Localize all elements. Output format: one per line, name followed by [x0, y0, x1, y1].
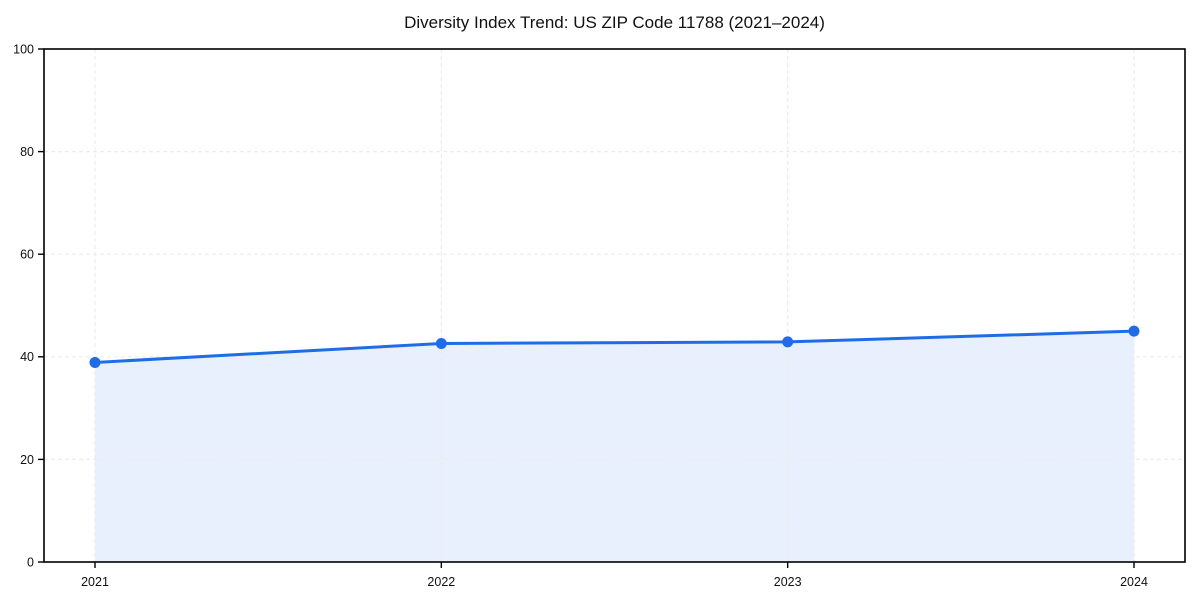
trend-line	[93, 329, 1136, 364]
x-tick-label: 2024	[1120, 575, 1148, 589]
x-tick-label: 2021	[81, 575, 109, 589]
y-tick-label: 100	[13, 42, 34, 56]
axes-spines	[43, 48, 1186, 563]
x-tick-label: 2022	[427, 575, 455, 589]
y-tick-label: 60	[20, 248, 34, 262]
data-point-marker	[435, 337, 447, 349]
x-tick-label: 2023	[774, 575, 802, 589]
data-point-marker	[782, 336, 794, 348]
data-point-marker	[1128, 325, 1140, 337]
y-tick-label: 80	[20, 145, 34, 159]
area-fill	[95, 331, 1134, 562]
data-point-marker	[89, 356, 101, 368]
y-tick-label: 20	[20, 453, 34, 467]
y-tick-label: 0	[27, 555, 34, 569]
y-tick-label: 40	[20, 350, 34, 364]
chart-title: Diversity Index Trend: US ZIP Code 11788…	[404, 13, 825, 32]
